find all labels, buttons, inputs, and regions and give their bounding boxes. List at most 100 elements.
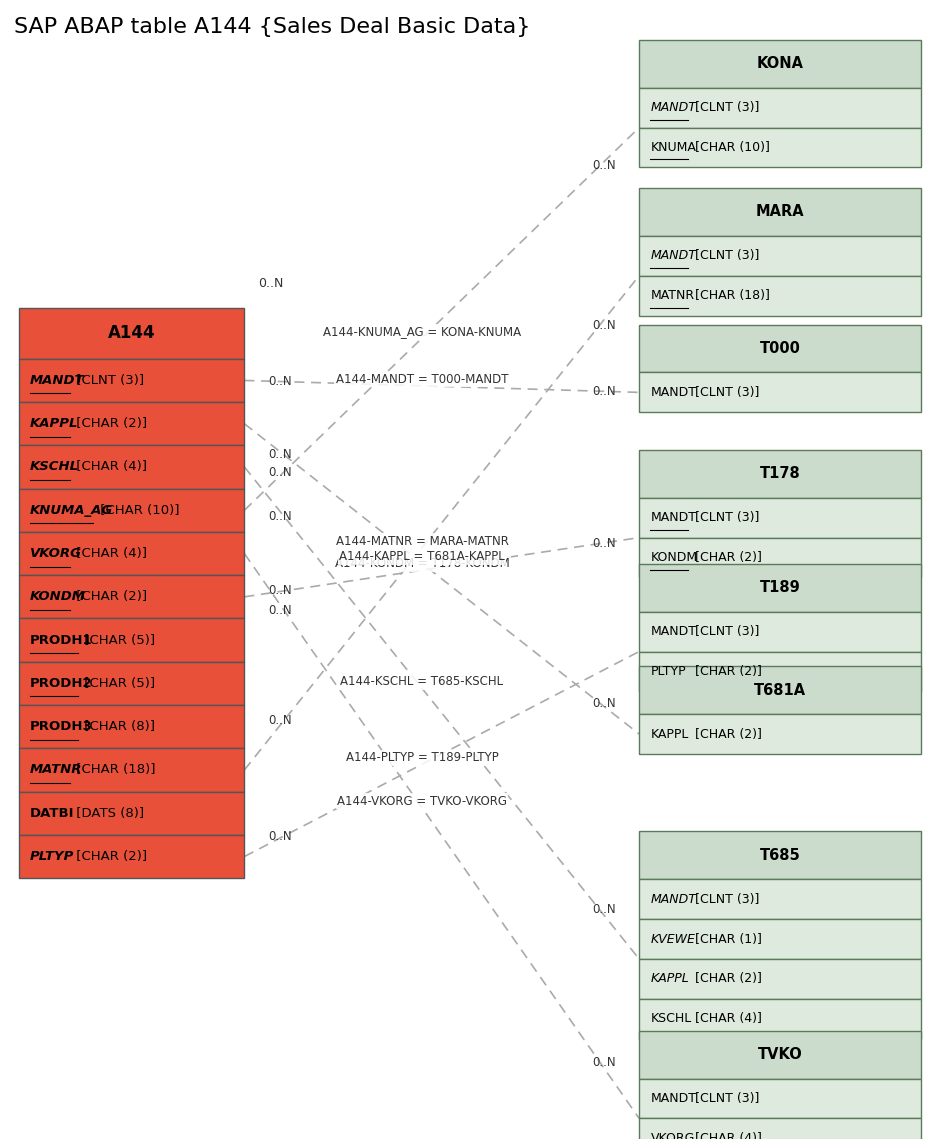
- FancyBboxPatch shape: [639, 879, 921, 919]
- Text: KSCHL: KSCHL: [650, 1013, 692, 1025]
- Text: [CHAR (2)]: [CHAR (2)]: [691, 973, 761, 985]
- Text: 0..N: 0..N: [268, 375, 291, 388]
- Text: 0..N: 0..N: [268, 584, 291, 598]
- FancyBboxPatch shape: [639, 652, 921, 691]
- FancyBboxPatch shape: [19, 705, 244, 748]
- Text: KONDM: KONDM: [650, 551, 697, 564]
- Text: 0..N: 0..N: [592, 319, 616, 331]
- FancyBboxPatch shape: [639, 612, 921, 652]
- FancyBboxPatch shape: [639, 498, 921, 538]
- Text: A144-VKORG = TVKO-VKORG: A144-VKORG = TVKO-VKORG: [337, 795, 507, 808]
- FancyBboxPatch shape: [19, 748, 244, 792]
- Text: [CLNT (3)]: [CLNT (3)]: [691, 249, 760, 262]
- FancyBboxPatch shape: [19, 359, 244, 402]
- Text: [CHAR (4)]: [CHAR (4)]: [691, 1132, 761, 1139]
- Text: [CHAR (4)]: [CHAR (4)]: [72, 547, 148, 560]
- FancyBboxPatch shape: [639, 538, 921, 577]
- Text: 0..N: 0..N: [592, 536, 616, 550]
- Text: VKORG: VKORG: [650, 1132, 695, 1139]
- Text: 0..N: 0..N: [268, 466, 291, 478]
- Text: MANDT: MANDT: [650, 386, 697, 399]
- Text: 0..N: 0..N: [268, 509, 291, 523]
- Text: [CHAR (2)]: [CHAR (2)]: [691, 728, 761, 740]
- Text: T685: T685: [760, 847, 801, 863]
- Text: [CLNT (3)]: [CLNT (3)]: [72, 374, 145, 387]
- Text: A144-KONDM = T178-KONDM: A144-KONDM = T178-KONDM: [335, 557, 509, 571]
- Text: 0..N: 0..N: [592, 697, 616, 710]
- FancyBboxPatch shape: [19, 792, 244, 835]
- Text: T189: T189: [760, 580, 801, 596]
- Text: MARA: MARA: [756, 204, 805, 220]
- Text: [CLNT (3)]: [CLNT (3)]: [691, 101, 760, 114]
- Text: [CHAR (18)]: [CHAR (18)]: [691, 289, 770, 302]
- FancyBboxPatch shape: [639, 564, 921, 612]
- Text: MATNR: MATNR: [650, 289, 695, 302]
- Text: [CHAR (2)]: [CHAR (2)]: [72, 417, 148, 431]
- Text: 0..N: 0..N: [268, 714, 291, 727]
- FancyBboxPatch shape: [639, 666, 921, 714]
- FancyBboxPatch shape: [639, 959, 921, 999]
- Text: PLTYP: PLTYP: [650, 665, 686, 678]
- Text: KONA: KONA: [757, 56, 804, 72]
- Text: [CHAR (2)]: [CHAR (2)]: [72, 590, 148, 604]
- FancyBboxPatch shape: [639, 128, 921, 167]
- Text: [CHAR (1)]: [CHAR (1)]: [691, 933, 761, 945]
- Text: 0..N: 0..N: [258, 278, 284, 290]
- Text: 0..N: 0..N: [268, 829, 291, 843]
- FancyBboxPatch shape: [639, 372, 921, 412]
- Text: [CHAR (10)]: [CHAR (10)]: [96, 503, 180, 517]
- Text: [CLNT (3)]: [CLNT (3)]: [691, 1092, 760, 1105]
- Text: [CLNT (3)]: [CLNT (3)]: [691, 893, 760, 906]
- Text: A144-KNUMA_AG = KONA-KNUMA: A144-KNUMA_AG = KONA-KNUMA: [323, 325, 521, 338]
- Text: [CHAR (4)]: [CHAR (4)]: [691, 1013, 761, 1025]
- FancyBboxPatch shape: [19, 575, 244, 618]
- Text: PLTYP: PLTYP: [30, 850, 74, 863]
- Text: [CHAR (18)]: [CHAR (18)]: [72, 763, 156, 777]
- Text: KSCHL: KSCHL: [30, 460, 79, 474]
- Text: [CLNT (3)]: [CLNT (3)]: [691, 511, 760, 524]
- FancyBboxPatch shape: [19, 835, 244, 878]
- FancyBboxPatch shape: [639, 831, 921, 879]
- Text: [CHAR (2)]: [CHAR (2)]: [691, 665, 761, 678]
- Text: KNUMA: KNUMA: [650, 141, 697, 154]
- FancyBboxPatch shape: [19, 308, 244, 359]
- Text: KNUMA_AG: KNUMA_AG: [30, 503, 114, 517]
- FancyBboxPatch shape: [639, 1031, 921, 1079]
- Text: [CHAR (8)]: [CHAR (8)]: [81, 720, 155, 734]
- Text: KAPPL: KAPPL: [30, 417, 79, 431]
- Text: MANDT: MANDT: [650, 625, 697, 638]
- Text: T178: T178: [760, 466, 801, 482]
- FancyBboxPatch shape: [19, 445, 244, 489]
- Text: A144: A144: [108, 325, 155, 342]
- Text: [CHAR (5)]: [CHAR (5)]: [81, 677, 155, 690]
- Text: T000: T000: [760, 341, 801, 357]
- FancyBboxPatch shape: [639, 1118, 921, 1139]
- Text: DATBI: DATBI: [30, 806, 74, 820]
- Text: 0..N: 0..N: [592, 385, 616, 398]
- FancyBboxPatch shape: [639, 714, 921, 754]
- Text: A144-PLTYP = T189-PLTYP: A144-PLTYP = T189-PLTYP: [346, 752, 498, 764]
- FancyBboxPatch shape: [639, 1079, 921, 1118]
- Text: KVEWE: KVEWE: [650, 933, 696, 945]
- FancyBboxPatch shape: [639, 188, 921, 236]
- FancyBboxPatch shape: [639, 276, 921, 316]
- Text: KAPPL: KAPPL: [650, 973, 689, 985]
- Text: PRODH1: PRODH1: [30, 633, 93, 647]
- Text: [CHAR (4)]: [CHAR (4)]: [72, 460, 148, 474]
- Text: [CHAR (2)]: [CHAR (2)]: [72, 850, 148, 863]
- Text: [CLNT (3)]: [CLNT (3)]: [691, 386, 760, 399]
- Text: TVKO: TVKO: [758, 1047, 803, 1063]
- Text: 0..N: 0..N: [268, 449, 291, 461]
- Text: [CHAR (2)]: [CHAR (2)]: [691, 551, 761, 564]
- Text: A144-MANDT = T000-MANDT: A144-MANDT = T000-MANDT: [336, 372, 509, 386]
- Text: MANDT: MANDT: [650, 249, 697, 262]
- Text: PRODH2: PRODH2: [30, 677, 93, 690]
- Text: PRODH3: PRODH3: [30, 720, 93, 734]
- Text: [CLNT (3)]: [CLNT (3)]: [691, 625, 760, 638]
- Text: A144-KAPPL = T681A-KAPPL: A144-KAPPL = T681A-KAPPL: [339, 550, 505, 564]
- Text: [DATS (8)]: [DATS (8)]: [72, 806, 145, 820]
- Text: [CHAR (5)]: [CHAR (5)]: [81, 633, 155, 647]
- Text: 0..N: 0..N: [592, 159, 616, 172]
- Text: 0..N: 0..N: [268, 604, 291, 616]
- FancyBboxPatch shape: [19, 618, 244, 662]
